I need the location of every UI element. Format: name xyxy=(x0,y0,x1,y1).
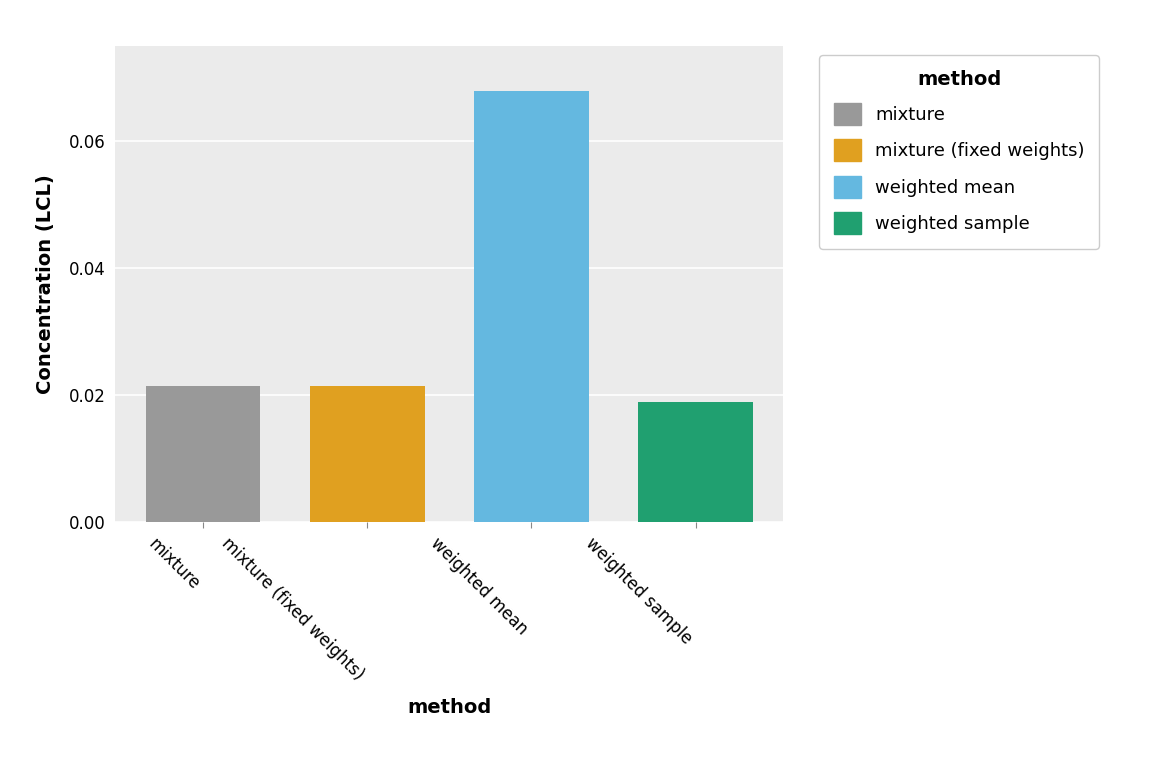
Y-axis label: Concentration (LCL): Concentration (LCL) xyxy=(36,174,54,394)
Legend: mixture, mixture (fixed weights), weighted mean, weighted sample: mixture, mixture (fixed weights), weight… xyxy=(819,55,1099,249)
Bar xyxy=(310,386,425,522)
X-axis label: method: method xyxy=(407,698,492,717)
Bar xyxy=(145,386,260,522)
Bar xyxy=(473,91,589,522)
Bar xyxy=(638,402,753,522)
